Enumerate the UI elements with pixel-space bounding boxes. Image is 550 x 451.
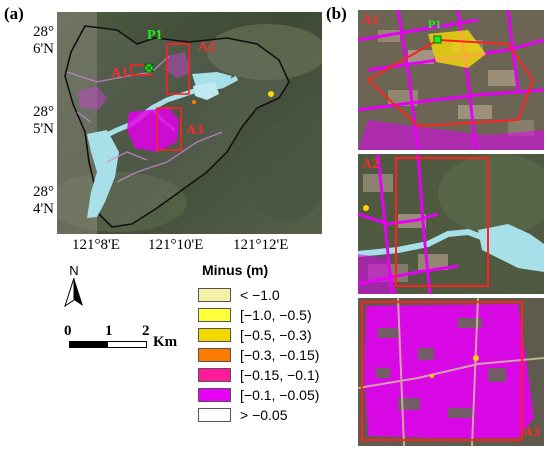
subsidence-spot [268, 91, 274, 97]
panel-b-label: (b) [326, 4, 347, 23]
a3-boundary [361, 301, 523, 441]
p1-marker-inset [433, 35, 442, 44]
subsidence-zone [165, 52, 191, 78]
north-arrow: N [63, 263, 85, 311]
legend-swatch [198, 308, 231, 322]
subsidence-zone [127, 108, 179, 152]
legend-item: [−0.1, −0.05) [198, 385, 319, 405]
legend-label: < −1.0 [240, 287, 280, 303]
box-a2 [166, 43, 190, 95]
scale-bar-black [70, 342, 108, 347]
lat-tick-6n: 28° 6'N [32, 24, 54, 57]
p1-marker-cross [144, 63, 154, 73]
subsidence-zone-magenta [358, 120, 544, 150]
subsidence-spot [192, 100, 196, 104]
scale-unit: Km [153, 334, 178, 350]
legend-swatch [198, 328, 231, 342]
legend-title: Minus (m) [202, 262, 269, 278]
inset-a3-label: A3 [523, 425, 541, 440]
subsidence-roads [358, 154, 459, 294]
box-a1-label: A1 [111, 66, 129, 81]
legend-item: < −1.0 [198, 285, 319, 305]
lat-tick-5n: 28° 5'N [32, 104, 54, 137]
box-a3-label: A3 [186, 123, 204, 138]
legend-label: [−0.1, −0.05) [240, 387, 320, 403]
legend-swatch [198, 408, 231, 422]
lon-tick-10e: 121°10'E [148, 237, 204, 253]
subsidence-spot [363, 205, 369, 211]
reservoir-c [193, 82, 219, 100]
legend-item: [−0.5, −0.3) [198, 325, 319, 345]
subsidence-zone [77, 86, 107, 110]
inset-a1 [358, 10, 544, 150]
subsidence-zone [358, 254, 398, 294]
lon-tick-12e: 121°12'E [233, 237, 289, 253]
box-a2-label: A2 [198, 40, 216, 55]
subsidence-spot [430, 374, 434, 378]
scale-tick-1: 1 [105, 323, 113, 339]
road-network [358, 298, 544, 446]
scale-tick-0: 0 [64, 323, 72, 339]
inset-p1-label: P1 [428, 17, 442, 31]
legend-swatch [198, 288, 231, 302]
reservoir [478, 224, 544, 272]
legend-item: [−0.15, −0.1) [198, 365, 319, 385]
inset-a2 [358, 154, 544, 294]
north-arrow-label: N [69, 263, 79, 278]
scale-bar [69, 341, 147, 348]
legend-label: [−1.0, −0.5) [240, 307, 312, 323]
terrain-patch [207, 24, 322, 80]
river [358, 228, 486, 257]
legend-item: [−1.0, −0.5) [198, 305, 319, 325]
legend-item: > −0.05 [198, 405, 319, 425]
north-arrow-icon [64, 277, 83, 308]
road-network [66, 55, 223, 183]
legend-label: > −0.05 [240, 407, 288, 423]
legend-swatch [198, 348, 231, 362]
legend-swatch [198, 388, 231, 402]
legend: < −1.0 [−1.0, −0.5) [−0.5, −0.3) [−0.3, … [198, 285, 319, 425]
inset-a1-label: A1 [362, 13, 380, 28]
legend-label: [−0.5, −0.3) [240, 327, 312, 343]
box-a3 [156, 107, 182, 151]
inset-a2-label: A2 [362, 157, 380, 172]
legend-item: [−0.3, −0.15) [198, 345, 319, 365]
scale-tick-2: 2 [142, 323, 150, 339]
p1-label: P1 [147, 28, 163, 43]
legend-swatch [198, 368, 231, 382]
legend-label: [−0.15, −0.1) [240, 367, 320, 383]
lat-tick-4n: 28° 4'N [32, 184, 54, 217]
study-area-map [57, 12, 322, 234]
building-gaps [376, 318, 506, 418]
a2-boundary [395, 157, 489, 287]
panel-a-label: (a) [4, 4, 24, 23]
inset-a3 [358, 298, 544, 446]
terrain-patch [247, 122, 322, 222]
scale-bar-white [108, 342, 146, 347]
subsidence-spot [473, 355, 479, 361]
reservoir-b [87, 130, 119, 218]
lon-tick-8e: 121°8'E [72, 237, 120, 253]
legend-label: [−0.3, −0.15) [240, 347, 320, 363]
